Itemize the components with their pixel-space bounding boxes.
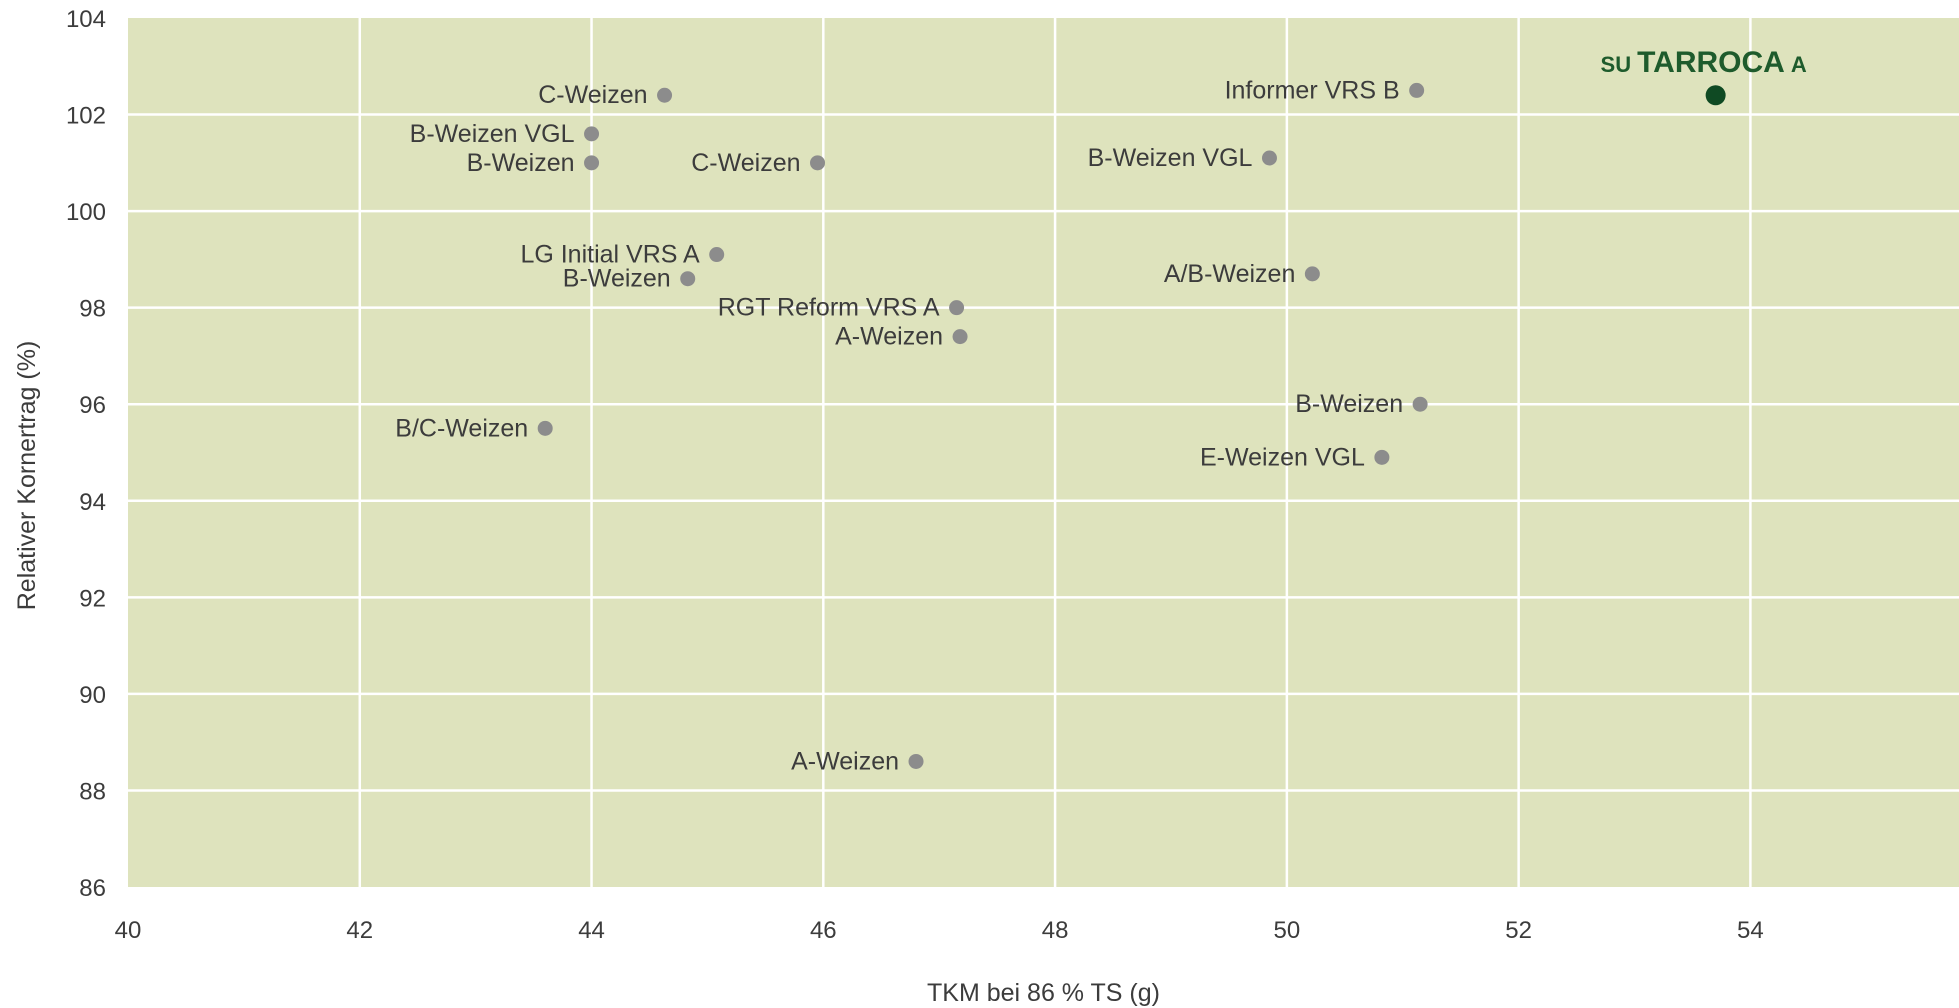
data-point-group: B-Weizen xyxy=(1295,390,1428,418)
x-tick-label: 42 xyxy=(346,917,373,944)
x-tick-label: 50 xyxy=(1274,917,1301,944)
data-point xyxy=(908,753,924,769)
data-point-label: B-Weizen xyxy=(1295,390,1403,418)
y-tick-label: 90 xyxy=(79,682,106,709)
data-point xyxy=(1374,449,1390,465)
data-point-group: C-Weizen xyxy=(691,149,826,177)
data-point-label: B-Weizen VGL xyxy=(1088,144,1253,172)
data-point-group: A/B-Weizen xyxy=(1164,260,1320,288)
data-point xyxy=(952,329,968,345)
x-tick-label: 54 xyxy=(1737,917,1764,944)
x-axis-ticks: 40 42 44 46 48 50 52 54 xyxy=(115,917,1764,944)
x-tick-label: 48 xyxy=(1042,917,1069,944)
data-point-group: B-Weizen VGL xyxy=(410,120,600,148)
data-point-group: A-Weizen xyxy=(835,323,968,351)
data-point xyxy=(657,87,673,103)
data-point xyxy=(537,420,553,436)
y-axis-title: Relativer Kornertrag (%) xyxy=(13,341,41,611)
highlight-label-name: TARROCA xyxy=(1637,46,1785,79)
y-tick-label: 100 xyxy=(66,199,106,226)
data-point-group: LG Initial VRS A xyxy=(520,241,725,269)
data-point-label: C-Weizen xyxy=(691,149,800,177)
data-point-group: RGT Reform VRS A xyxy=(718,294,965,322)
data-point xyxy=(584,155,600,171)
data-point xyxy=(1409,82,1425,98)
data-point-label: C-Weizen xyxy=(538,81,647,109)
data-point-label: B-Weizen xyxy=(563,265,671,293)
data-point-group: B-Weizen xyxy=(467,149,600,177)
data-point-group: Informer VRS B xyxy=(1225,76,1425,104)
data-point-label: Informer VRS B xyxy=(1225,76,1400,104)
data-point-group: B-Weizen xyxy=(563,265,696,293)
data-point-label: A-Weizen xyxy=(835,323,943,351)
grid-lines xyxy=(128,18,1959,887)
data-point-label: B/C-Weizen xyxy=(395,414,528,442)
data-point-group: B/C-Weizen xyxy=(395,414,553,442)
data-point xyxy=(1412,396,1428,412)
highlight-label: SU TARROCA A xyxy=(1601,46,1807,79)
data-point xyxy=(584,126,600,142)
x-axis-title: TKM bei 86 % TS (g) xyxy=(927,979,1160,1007)
y-tick-label: 102 xyxy=(66,103,106,130)
data-point-label: A-Weizen xyxy=(791,747,899,775)
highlight-series: SU TARROCA A xyxy=(1601,46,1807,106)
data-point-group: C-Weizen xyxy=(538,81,673,109)
data-point-label: RGT Reform VRS A xyxy=(718,294,940,322)
highlight-label-suffix: A xyxy=(1791,52,1807,77)
data-point-label: LG Initial VRS A xyxy=(520,241,700,269)
data-point xyxy=(1261,150,1277,166)
x-tick-label: 40 xyxy=(115,917,142,944)
y-axis-ticks: 86 88 90 92 94 96 98 100 102 104 xyxy=(66,6,106,902)
data-point xyxy=(810,155,826,171)
y-tick-label: 94 xyxy=(79,489,106,516)
data-point xyxy=(949,300,965,316)
y-tick-label: 86 xyxy=(79,875,106,902)
y-tick-label: 88 xyxy=(79,778,106,805)
data-point-label: A/B-Weizen xyxy=(1164,260,1296,288)
highlight-label-prefix: SU xyxy=(1601,52,1632,77)
y-tick-label: 98 xyxy=(79,296,106,323)
x-tick-label: 44 xyxy=(578,917,605,944)
data-point-label: E-Weizen VGL xyxy=(1200,443,1365,471)
x-tick-label: 46 xyxy=(810,917,837,944)
data-point-group: B-Weizen VGL xyxy=(1088,144,1277,172)
data-point-group: E-Weizen VGL xyxy=(1200,443,1390,471)
x-tick-label: 52 xyxy=(1505,917,1532,944)
highlight-point xyxy=(1705,85,1726,106)
data-point-label: B-Weizen xyxy=(467,149,575,177)
data-point xyxy=(680,271,696,287)
y-tick-label: 96 xyxy=(79,392,106,419)
y-tick-label: 92 xyxy=(79,585,106,612)
data-point xyxy=(1304,266,1320,282)
data-point-label: B-Weizen VGL xyxy=(410,120,575,148)
plot-area xyxy=(128,18,1959,887)
data-point-group: A-Weizen xyxy=(791,747,924,775)
data-point xyxy=(709,247,725,263)
y-tick-label: 104 xyxy=(66,6,106,33)
